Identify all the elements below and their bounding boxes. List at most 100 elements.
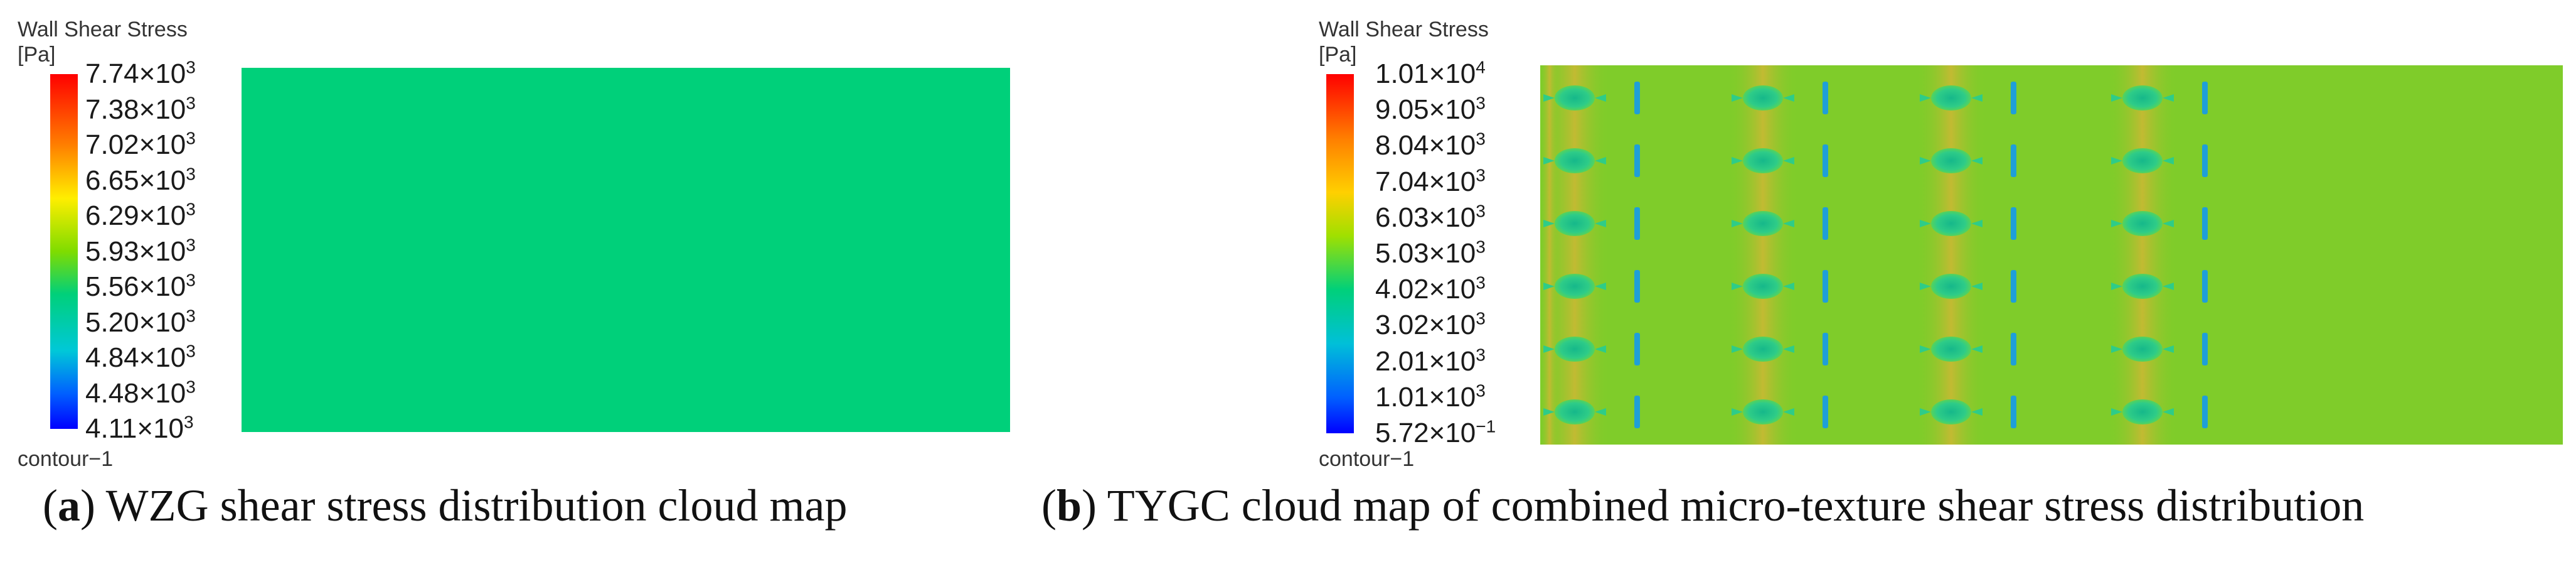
dimple-wake bbox=[1732, 283, 1743, 290]
high-stress-band bbox=[2108, 65, 2177, 445]
caption-b-letter: b bbox=[1056, 480, 1082, 531]
dimple-wake bbox=[1732, 408, 1743, 416]
dimple-wake bbox=[1971, 220, 1983, 227]
dimple-texture bbox=[1555, 211, 1595, 236]
caption-b-text: TYGC cloud map of combined micro-texture… bbox=[1097, 480, 2365, 531]
dimple-texture bbox=[1555, 399, 1595, 424]
colorbar-tick-label: 6.65×103 bbox=[85, 163, 196, 196]
dimple-texture bbox=[1743, 211, 1783, 236]
dimple-texture bbox=[2122, 274, 2163, 299]
colorbar-tick-label: 5.56×103 bbox=[85, 270, 196, 302]
dimple-texture bbox=[2122, 211, 2163, 236]
colorbar-tick-label: 5.93×103 bbox=[85, 234, 196, 267]
dimple-wake bbox=[1920, 345, 1931, 353]
groove-texture bbox=[2011, 270, 2016, 303]
high-stress-band bbox=[1728, 65, 1797, 445]
colorbar-tick-label: 7.38×103 bbox=[85, 92, 196, 125]
groove-texture bbox=[2202, 144, 2208, 177]
legend-title-a: Wall Shear Stress bbox=[18, 18, 188, 41]
groove-texture bbox=[2202, 396, 2208, 428]
colorbar-a bbox=[50, 74, 78, 429]
dimple-texture bbox=[1931, 337, 1971, 362]
groove-texture bbox=[2011, 144, 2016, 177]
dimple-wake bbox=[1732, 345, 1743, 353]
colorbar-tick-label: 9.05×103 bbox=[1375, 93, 1486, 126]
groove-texture bbox=[2202, 207, 2208, 240]
dimple-wake bbox=[1783, 283, 1794, 290]
legend-title-b: Wall Shear Stress bbox=[1319, 18, 1489, 41]
dimple-texture bbox=[1931, 399, 1971, 424]
dimple-wake bbox=[1595, 345, 1606, 353]
colorbar-tick-label: 2.01×103 bbox=[1375, 344, 1486, 377]
groove-texture bbox=[1634, 396, 1640, 428]
dimple-texture bbox=[2122, 399, 2163, 424]
dimple-wake bbox=[2163, 220, 2174, 227]
dimple-texture bbox=[1743, 399, 1783, 424]
high-stress-band bbox=[1540, 65, 1609, 445]
dimple-texture bbox=[2122, 337, 2163, 362]
colorbar-tick-label: 5.03×103 bbox=[1375, 237, 1486, 269]
dimple-texture bbox=[1555, 148, 1595, 173]
groove-texture bbox=[1823, 82, 1828, 114]
dimple-wake bbox=[1595, 94, 1606, 102]
dimple-wake bbox=[1543, 283, 1555, 290]
colorbar-tick-label: 4.84×103 bbox=[85, 341, 196, 373]
legend-unit-b: [Pa] bbox=[1319, 43, 1357, 67]
caption-a: (a) WZG shear stress distribution cloud … bbox=[43, 480, 848, 531]
colorbar-tick-label: 7.74×103 bbox=[85, 57, 196, 89]
groove-texture bbox=[2011, 82, 2016, 114]
colorbar-tick-label: 6.03×103 bbox=[1375, 201, 1486, 233]
dimple-wake bbox=[1543, 220, 1555, 227]
dimple-wake bbox=[1595, 157, 1606, 165]
dimple-wake bbox=[2111, 220, 2122, 227]
dimple-wake bbox=[1783, 220, 1794, 227]
groove-texture bbox=[2202, 82, 2208, 114]
footer-label-a: contour−1 bbox=[18, 447, 114, 471]
groove-texture bbox=[1823, 396, 1828, 428]
groove-texture bbox=[2202, 270, 2208, 303]
dimple-wake bbox=[2111, 283, 2122, 290]
colorbar-tick-label: 1.01×103 bbox=[1375, 381, 1486, 413]
dimple-wake bbox=[1595, 283, 1606, 290]
dimple-wake bbox=[1543, 157, 1555, 165]
panel-b: Wall Shear Stress [Pa] 1.01×104 9.05×103 8… bbox=[1305, 0, 2576, 471]
colorbar-tick-label: 7.02×103 bbox=[85, 128, 196, 160]
dimple-wake bbox=[1543, 345, 1555, 353]
groove-texture bbox=[1634, 144, 1640, 177]
colorbar-tick-label: 7.04×103 bbox=[1375, 165, 1486, 197]
groove-texture bbox=[1634, 82, 1640, 114]
dimple-wake bbox=[1783, 94, 1794, 102]
dimple-wake bbox=[1783, 408, 1794, 416]
dimple-texture bbox=[1931, 148, 1971, 173]
footer-label-b: contour−1 bbox=[1319, 447, 1415, 471]
caption-b: (b) TYGC cloud map of combined micro-tex… bbox=[1041, 480, 2365, 531]
dimple-wake bbox=[1971, 157, 1983, 165]
groove-texture bbox=[1823, 144, 1828, 177]
dimple-wake bbox=[1783, 345, 1794, 353]
colorbar-tick-label: 5.20×103 bbox=[85, 305, 196, 338]
dimple-wake bbox=[2163, 94, 2174, 102]
dimple-wake bbox=[2111, 408, 2122, 416]
dimple-wake bbox=[2111, 345, 2122, 353]
groove-texture bbox=[1634, 333, 1640, 365]
caption-a-text: WZG shear stress distribution cloud map bbox=[95, 480, 848, 531]
contour-field-b bbox=[1540, 65, 2563, 445]
caption-a-letter: a bbox=[57, 480, 80, 531]
dimple-texture bbox=[1931, 274, 1971, 299]
dimple-texture bbox=[1743, 274, 1783, 299]
groove-texture bbox=[2011, 333, 2016, 365]
legend-unit-a: [Pa] bbox=[18, 43, 56, 67]
colorbar-tick-label: 6.29×103 bbox=[85, 199, 196, 231]
dimple-wake bbox=[1732, 220, 1743, 227]
dimple-texture bbox=[1555, 85, 1595, 111]
dimple-wake bbox=[2111, 157, 2122, 165]
dimple-wake bbox=[1971, 283, 1983, 290]
dimple-wake bbox=[1920, 408, 1931, 416]
contour-field-a bbox=[242, 68, 1010, 432]
dimple-texture bbox=[1555, 337, 1595, 362]
dimple-wake bbox=[1732, 157, 1743, 165]
dimple-texture bbox=[1555, 274, 1595, 299]
groove-texture bbox=[2011, 207, 2016, 240]
colorbar-tick-label: 8.04×103 bbox=[1375, 129, 1486, 161]
dimple-wake bbox=[1920, 94, 1931, 102]
